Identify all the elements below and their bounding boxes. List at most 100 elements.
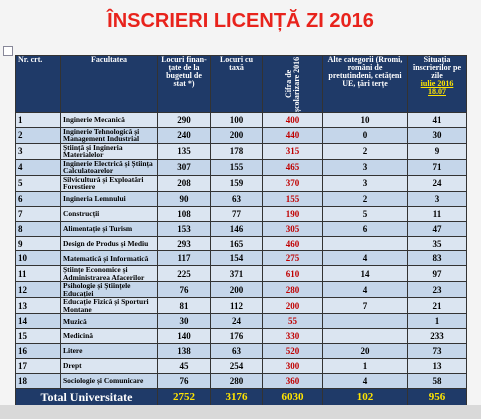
total-row: Total Universitate 2752 3176 6030 102 956 (15, 387, 467, 407)
table-cell: 9 (15, 235, 61, 252)
table-cell: Drept (60, 358, 158, 374)
header-month: iulie 2016 (420, 79, 454, 88)
table-cell: 465 (262, 158, 323, 176)
table-cell: 11 (15, 265, 61, 283)
table-cell: 112 (210, 297, 263, 315)
table-cell: 3 (15, 142, 61, 160)
status-strip (0, 405, 481, 419)
table-cell: 90 (157, 190, 211, 207)
header-text: Cifra de școlarizare 2016 (283, 56, 301, 112)
title: ÎNSCRIERI LICENȚĂ ZI 2016 (107, 10, 374, 32)
table-cell: 307 (157, 158, 211, 176)
table-cell: 290 (157, 112, 211, 128)
table-cell: Educație Fizică și Sporturi Montane (60, 297, 158, 315)
table-cell: Medicină (60, 328, 158, 345)
table-cell: 330 (262, 328, 323, 345)
table-cell: 30 (407, 126, 467, 144)
table-cell: 3 (322, 158, 408, 176)
table-cell: 35 (407, 235, 467, 252)
table-cell: 4 (15, 158, 61, 176)
table-cell: 73 (407, 343, 467, 360)
table-cell: Litere (60, 343, 158, 360)
table-cell: Inginerie Mecanică (60, 112, 158, 128)
table-cell: 63 (210, 190, 263, 207)
table-cell: Silvicultură și Exploatări Forestiere (60, 174, 158, 192)
table-cell: 10 (322, 112, 408, 128)
table-cell: 371 (210, 265, 263, 283)
table-cell: 275 (262, 250, 323, 267)
table-cell: Inginerie Tehnologică și Management Indu… (60, 126, 158, 144)
table-cell (322, 313, 408, 330)
table-cell: 10 (15, 250, 61, 267)
table-cell: 8 (15, 220, 61, 237)
header-cell: Alte categorii (Rromi, români de pretuti… (322, 55, 408, 113)
table-cell: 45 (157, 358, 211, 374)
table-cell: 225 (157, 265, 211, 283)
table-cell: 18 (15, 372, 61, 389)
table-row: 4 Inginerie Electrică și Știința Calculat… (15, 158, 467, 176)
table-cell: 200 (210, 126, 263, 144)
table-row: 16 Litere 138 63 520 20 73 (15, 343, 467, 360)
table-cell: 610 (262, 265, 323, 283)
table-cell: 63 (210, 343, 263, 360)
table-row: 12 Psihologie și Științele Educației 76 200… (15, 281, 467, 299)
table-cell: 77 (210, 205, 263, 222)
table-cell: 190 (262, 205, 323, 222)
table-cell: 7 (322, 297, 408, 315)
table-cell: 153 (157, 220, 211, 237)
header-cell: Situația înscrierilor pe zile iulie 2016 1… (407, 55, 467, 113)
table-cell: 146 (210, 220, 263, 237)
table-cell: 4 (322, 372, 408, 389)
table-cell: 76 (157, 281, 211, 299)
table-cell: 233 (407, 328, 467, 345)
table-cell: Construcții (60, 205, 158, 222)
table-cell: 13 (407, 358, 467, 374)
table-cell: 97 (407, 265, 467, 283)
table-cell: 360 (262, 372, 323, 389)
table-cell: 138 (157, 343, 211, 360)
table-cell: 300 (262, 358, 323, 374)
table-row: 10 Matematică și Informatică 117 154 275 4 83 (15, 250, 467, 267)
table-cell: 293 (157, 235, 211, 252)
table-cell: 30 (157, 313, 211, 330)
table-cell: 159 (210, 174, 263, 192)
table-cell: 14 (15, 313, 61, 330)
table-row: 15 Medicină 140 176 330 233 (15, 328, 467, 345)
table-cell: Matematică și Informatică (60, 250, 158, 267)
table-cell: 58 (407, 372, 467, 389)
header-cell: Cifra de școlarizare 2016 (262, 55, 323, 113)
table-cell: 5 (322, 205, 408, 222)
table-row: 14 Muzică 30 24 55 1 (15, 313, 467, 330)
table-row: 9 Design de Produs și Mediu 293 165 460 35 (15, 235, 467, 252)
table-cell: 165 (210, 235, 263, 252)
table-cell: 154 (210, 250, 263, 267)
table-cell: 1 (322, 358, 408, 374)
table-cell: 460 (262, 235, 323, 252)
table-cell: 208 (157, 174, 211, 192)
header-text: Situația înscrierilor pe zile (412, 55, 462, 80)
header-cell: Nr. crt. (15, 55, 61, 113)
header-date: 18.07 (428, 87, 446, 96)
table-cell: 24 (210, 313, 263, 330)
table-cell: 4 (322, 281, 408, 299)
table-cell: 55 (262, 313, 323, 330)
table-cell: 12 (15, 281, 61, 299)
table-row: 3 Știință și Ingineria Materialelor 135 178… (15, 142, 467, 160)
table-cell: 200 (262, 297, 323, 315)
table-cell: 370 (262, 174, 323, 192)
table-handle (3, 46, 13, 56)
table-cell: 178 (210, 142, 263, 160)
header-cell: Locuri cu taxă (210, 55, 263, 113)
table-body: 1 Inginerie Mecanică 290 100 400 10 41 2 Inginer… (15, 112, 467, 407)
table-row: 7 Construcții 108 77 190 5 11 (15, 205, 467, 222)
table-cell: 520 (262, 343, 323, 360)
table-cell: 15 (15, 328, 61, 345)
table-cell: 0 (322, 126, 408, 144)
table-cell: 16 (15, 343, 61, 360)
table-cell: 108 (157, 205, 211, 222)
total-cell: 102 (322, 387, 408, 407)
table-cell: 280 (262, 281, 323, 299)
table-cell (322, 235, 408, 252)
table-row: 11 Științe Economice și Administrarea Afa… (15, 265, 467, 283)
